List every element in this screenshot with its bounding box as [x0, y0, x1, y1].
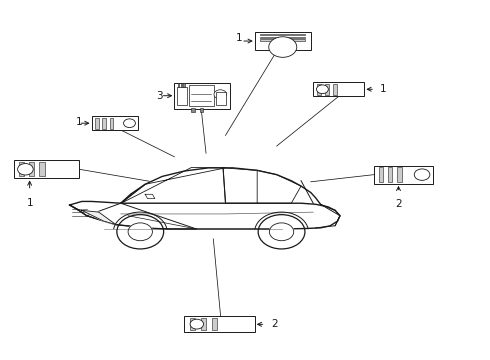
Bar: [92, 116, 138, 130]
Bar: [260, 34, 305, 35]
Bar: [19, 162, 24, 176]
Bar: [325, 84, 329, 95]
Circle shape: [270, 223, 294, 241]
Circle shape: [258, 215, 305, 249]
Circle shape: [214, 90, 226, 99]
Bar: [313, 82, 365, 96]
Bar: [184, 316, 255, 332]
Bar: [212, 318, 218, 330]
Bar: [216, 92, 226, 105]
Bar: [189, 85, 214, 107]
Bar: [178, 83, 179, 87]
Polygon shape: [121, 168, 320, 204]
Polygon shape: [87, 203, 196, 229]
Bar: [14, 160, 79, 178]
Bar: [397, 167, 402, 182]
Circle shape: [269, 37, 297, 57]
Circle shape: [414, 169, 430, 180]
Bar: [174, 83, 230, 109]
Bar: [29, 162, 34, 176]
Bar: [180, 83, 182, 87]
Bar: [379, 167, 383, 182]
Bar: [374, 166, 433, 184]
Circle shape: [128, 223, 152, 241]
Bar: [110, 118, 113, 129]
Circle shape: [18, 163, 33, 175]
Bar: [102, 118, 106, 129]
Circle shape: [123, 119, 135, 127]
Bar: [201, 318, 206, 330]
Circle shape: [117, 215, 164, 249]
Bar: [388, 167, 392, 182]
Circle shape: [317, 85, 328, 94]
Polygon shape: [145, 194, 155, 199]
Circle shape: [190, 319, 203, 329]
Bar: [260, 36, 305, 38]
Text: 2: 2: [395, 199, 402, 209]
Text: 1: 1: [76, 117, 83, 127]
Bar: [183, 83, 185, 87]
Text: 1: 1: [26, 198, 33, 207]
Bar: [317, 84, 321, 95]
Bar: [176, 87, 187, 105]
Text: 1: 1: [236, 33, 243, 43]
Bar: [39, 162, 45, 176]
Text: 1: 1: [380, 84, 387, 94]
Bar: [260, 39, 305, 41]
Text: 2: 2: [271, 319, 277, 329]
Polygon shape: [82, 210, 116, 225]
Bar: [255, 32, 311, 50]
Bar: [190, 318, 195, 330]
Bar: [191, 108, 195, 112]
Polygon shape: [70, 202, 340, 229]
Bar: [199, 108, 203, 112]
Bar: [333, 84, 337, 95]
Bar: [95, 118, 99, 129]
Text: 3: 3: [156, 91, 163, 101]
